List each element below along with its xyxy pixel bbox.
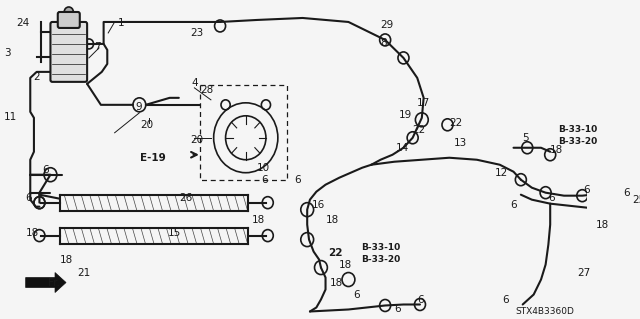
- Text: 13: 13: [454, 138, 467, 148]
- Text: 8: 8: [381, 38, 387, 48]
- Text: 18: 18: [330, 278, 344, 287]
- Text: 6: 6: [623, 188, 630, 198]
- Text: 4: 4: [191, 78, 198, 88]
- Text: 5: 5: [523, 133, 529, 143]
- Text: 15: 15: [168, 228, 181, 238]
- Text: 23: 23: [190, 28, 203, 38]
- Text: 10: 10: [257, 163, 270, 173]
- Text: 6: 6: [26, 193, 32, 203]
- Text: 22: 22: [449, 118, 463, 128]
- Text: 22: 22: [413, 125, 426, 135]
- Text: 7: 7: [95, 42, 101, 52]
- Text: B-33-20: B-33-20: [559, 137, 598, 146]
- Text: 29: 29: [381, 20, 394, 30]
- Text: 6: 6: [417, 294, 424, 305]
- Text: 26: 26: [179, 193, 192, 203]
- Text: B-33-10: B-33-10: [362, 242, 401, 252]
- Text: 14: 14: [396, 143, 410, 153]
- Text: 18: 18: [339, 260, 353, 270]
- Text: 6: 6: [294, 175, 301, 185]
- Text: 24: 24: [17, 18, 29, 28]
- Circle shape: [64, 7, 74, 17]
- Text: 18: 18: [326, 215, 339, 225]
- Text: 2: 2: [33, 72, 40, 82]
- Text: 18: 18: [550, 145, 563, 155]
- Text: 22: 22: [328, 248, 343, 257]
- Text: 6: 6: [583, 185, 590, 195]
- Text: 18: 18: [596, 220, 609, 230]
- Text: E-19: E-19: [140, 153, 166, 163]
- Text: B-33-10: B-33-10: [559, 125, 598, 134]
- Text: 19: 19: [399, 110, 412, 120]
- Text: 21: 21: [77, 268, 90, 278]
- Text: B-33-20: B-33-20: [362, 255, 401, 263]
- Text: 6: 6: [353, 290, 360, 300]
- Text: 18: 18: [60, 255, 73, 264]
- Text: 6: 6: [510, 200, 516, 210]
- Text: 6: 6: [502, 294, 509, 305]
- FancyBboxPatch shape: [51, 22, 87, 82]
- Text: 11: 11: [4, 112, 17, 122]
- FancyBboxPatch shape: [58, 12, 80, 28]
- Text: 17: 17: [417, 98, 431, 108]
- Text: 6: 6: [394, 305, 401, 315]
- Text: 3: 3: [4, 48, 10, 58]
- Bar: [200, 85, 287, 180]
- Text: 28: 28: [200, 85, 213, 95]
- Text: 16: 16: [312, 200, 325, 210]
- Text: 6: 6: [548, 193, 555, 203]
- Text: Fr.: Fr.: [48, 278, 60, 287]
- Text: 6: 6: [261, 175, 268, 185]
- Text: STX4B3360D: STX4B3360D: [515, 308, 574, 316]
- Text: 25: 25: [633, 195, 640, 205]
- Text: 20: 20: [190, 135, 203, 145]
- Text: 18: 18: [252, 215, 266, 225]
- Text: 6: 6: [42, 165, 49, 175]
- Text: 12: 12: [495, 168, 508, 178]
- Text: 20: 20: [140, 120, 154, 130]
- Text: 18: 18: [26, 228, 39, 238]
- Polygon shape: [26, 272, 66, 293]
- Text: 1: 1: [117, 18, 124, 28]
- Text: 27: 27: [578, 268, 591, 278]
- Text: 9: 9: [136, 102, 142, 112]
